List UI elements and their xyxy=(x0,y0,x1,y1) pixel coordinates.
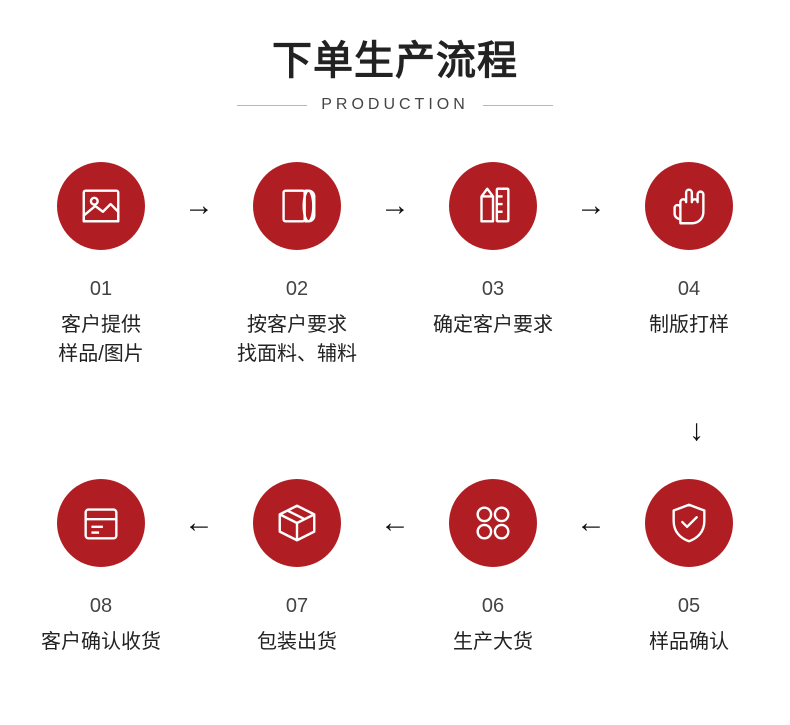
step-label: 制版打样 xyxy=(649,311,729,340)
step-num: 01 xyxy=(90,278,112,301)
flow-row-2: 08 客户确认收货 ← 07 包装出货 ← 06 生产大货 ← 05 样品确认 xyxy=(36,479,754,657)
divider-right xyxy=(483,105,553,106)
pencil-ruler-icon xyxy=(449,162,537,250)
arrow-right-icon: → xyxy=(379,162,411,250)
subtitle-row: PRODUCTION xyxy=(0,96,790,114)
delivery-icon xyxy=(57,479,145,567)
arrow-right-icon: → xyxy=(575,162,607,250)
glove-icon xyxy=(645,162,733,250)
flow-row-1: 01 客户提供 样品/图片 → 02 按客户要求 找面料、辅料 → 03 确定客… xyxy=(36,162,754,369)
step-num: 02 xyxy=(286,278,308,301)
step-05: 05 样品确认 xyxy=(624,479,754,657)
image-icon xyxy=(57,162,145,250)
fabric-icon xyxy=(253,162,341,250)
step-label: 包装出货 xyxy=(257,628,337,657)
arrow-right-icon: → xyxy=(183,162,215,250)
step-label: 样品确认 xyxy=(649,628,729,657)
step-02: 02 按客户要求 找面料、辅料 xyxy=(232,162,362,369)
step-label: 确定客户要求 xyxy=(433,311,553,340)
box-icon xyxy=(253,479,341,567)
arrow-left-icon: ← xyxy=(183,479,215,567)
step-label: 生产大货 xyxy=(453,628,533,657)
arrow-down-icon: ↓ xyxy=(689,414,704,448)
step-num: 08 xyxy=(90,595,112,618)
step-num: 04 xyxy=(678,278,700,301)
step-04: 04 制版打样 xyxy=(624,162,754,340)
step-label: 客户提供 样品/图片 xyxy=(58,311,144,369)
page-subtitle: PRODUCTION xyxy=(321,96,469,114)
step-label: 客户确认收货 xyxy=(41,628,161,657)
step-08: 08 客户确认收货 xyxy=(36,479,166,657)
arrow-left-icon: ← xyxy=(575,479,607,567)
page-title: 下单生产流程 xyxy=(0,28,790,86)
step-num: 06 xyxy=(482,595,504,618)
step-03: 03 确定客户要求 xyxy=(428,162,558,340)
flow-container: 01 客户提供 样品/图片 → 02 按客户要求 找面料、辅料 → 03 确定客… xyxy=(36,162,754,657)
grid4-icon xyxy=(449,479,537,567)
step-01: 01 客户提供 样品/图片 xyxy=(36,162,166,369)
step-num: 03 xyxy=(482,278,504,301)
step-num: 07 xyxy=(286,595,308,618)
arrow-left-icon: ← xyxy=(379,479,411,567)
step-num: 05 xyxy=(678,595,700,618)
step-label: 按客户要求 找面料、辅料 xyxy=(237,311,357,369)
step-06: 06 生产大货 xyxy=(428,479,558,657)
step-07: 07 包装出货 xyxy=(232,479,362,657)
header: 下单生产流程 PRODUCTION xyxy=(0,0,790,114)
divider-left xyxy=(237,105,307,106)
shield-check-icon xyxy=(645,479,733,567)
